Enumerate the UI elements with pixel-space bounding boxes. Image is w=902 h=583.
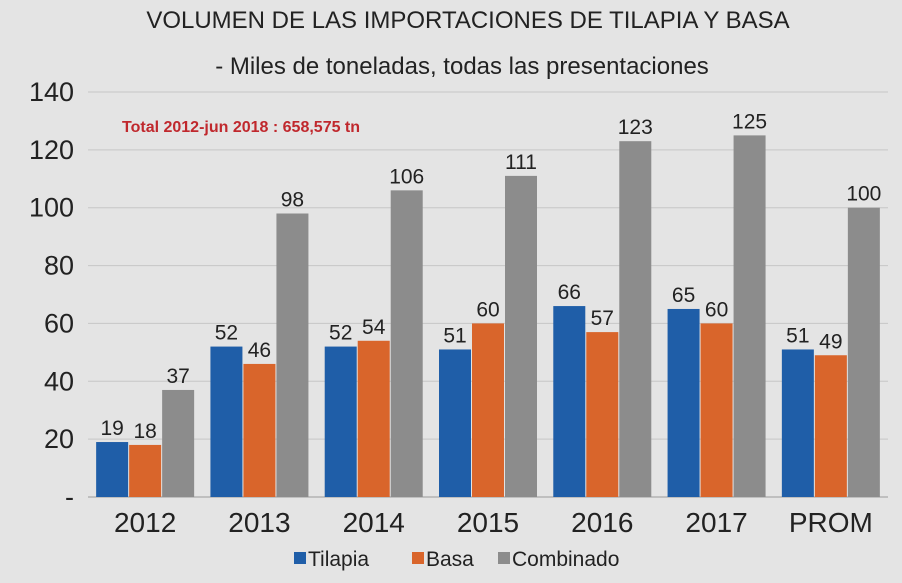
x-tick-label: 2014 (343, 507, 405, 538)
data-label: 98 (281, 189, 304, 212)
data-label: 57 (591, 307, 614, 330)
bar-combinado (162, 389, 195, 497)
bar-combinado (276, 213, 309, 497)
data-label: 60 (476, 298, 499, 321)
x-axis-ticks: 2012 2013 2014 2015 2016 2017 PROM (114, 507, 873, 538)
y-tick-label: 100 (29, 193, 74, 223)
data-label: 37 (166, 365, 189, 388)
y-axis-ticks: - 20 40 60 80 100 120 140 (29, 77, 74, 512)
x-tick-label: 2013 (228, 507, 290, 538)
bar-tilapia (210, 346, 243, 497)
bar-tilapia (781, 349, 814, 497)
legend-label: Combinado (512, 548, 619, 571)
chart-subtitle: - Miles de toneladas, todas las presenta… (215, 53, 709, 80)
bar-tilapia (439, 349, 471, 497)
data-label: 106 (389, 165, 424, 188)
y-tick-label: 20 (44, 424, 74, 454)
data-label: 52 (215, 322, 238, 345)
x-tick-label: PROM (789, 507, 873, 538)
data-label: 66 (558, 281, 581, 304)
bar-basa (243, 363, 276, 497)
bar-combinado (619, 141, 652, 497)
bar-basa (586, 332, 619, 497)
legend-label: Basa (426, 548, 474, 571)
bar-combinado (505, 175, 537, 497)
x-tick-label: 2012 (114, 507, 176, 538)
data-label: 54 (362, 316, 386, 339)
chart-title: VOLUMEN DE LAS IMPORTACIONES DE TILAPIA … (146, 7, 789, 34)
data-label: 100 (846, 183, 881, 206)
data-label: 123 (618, 116, 653, 139)
bar-combinado (390, 190, 423, 497)
data-label: 49 (819, 330, 842, 353)
bars (96, 135, 880, 497)
legend-swatch-combinado (498, 552, 510, 564)
x-tick-label: 2015 (457, 507, 519, 538)
y-tick-label: 40 (44, 366, 74, 396)
data-label: 125 (732, 110, 767, 133)
legend-swatch-basa (412, 552, 424, 564)
data-label: 111 (505, 151, 537, 174)
bar-basa (814, 355, 847, 497)
data-label: 51 (786, 324, 809, 347)
data-label: 19 (100, 417, 123, 440)
data-label: 46 (248, 339, 271, 362)
data-label: 52 (329, 322, 352, 345)
data-label: 51 (443, 324, 466, 347)
bar-basa (129, 444, 162, 497)
legend-label: Tilapia (308, 548, 369, 571)
data-label: 18 (133, 420, 156, 443)
x-tick-label: 2017 (685, 507, 747, 538)
y-tick-label: 140 (29, 77, 74, 107)
legend: Tilapia Basa Combinado (294, 548, 619, 571)
bar-combinado (847, 207, 880, 497)
data-label: 65 (672, 284, 695, 307)
data-labels: 19 18 37 52 46 98 52 54 106 51 60 111 66 57 123 65 60 125… (100, 110, 881, 443)
y-tick-label: 80 (44, 251, 74, 281)
bar-basa (357, 340, 390, 497)
bar-basa (700, 323, 733, 497)
y-tick-label: - (65, 482, 74, 512)
x-tick-label: 2016 (571, 507, 633, 538)
bar-tilapia (667, 308, 700, 497)
legend-swatch-tilapia (294, 552, 306, 564)
bar-tilapia (96, 442, 129, 497)
y-tick-label: 60 (44, 308, 74, 338)
bar-combinado (733, 135, 766, 497)
data-label: 60 (705, 298, 728, 321)
chart-annotation: Total 2012-jun 2018 : 658,575 tn (122, 119, 360, 136)
bar-basa (472, 323, 504, 497)
y-tick-label: 120 (29, 135, 74, 165)
bar-tilapia (324, 346, 357, 497)
bar-tilapia (553, 306, 586, 497)
